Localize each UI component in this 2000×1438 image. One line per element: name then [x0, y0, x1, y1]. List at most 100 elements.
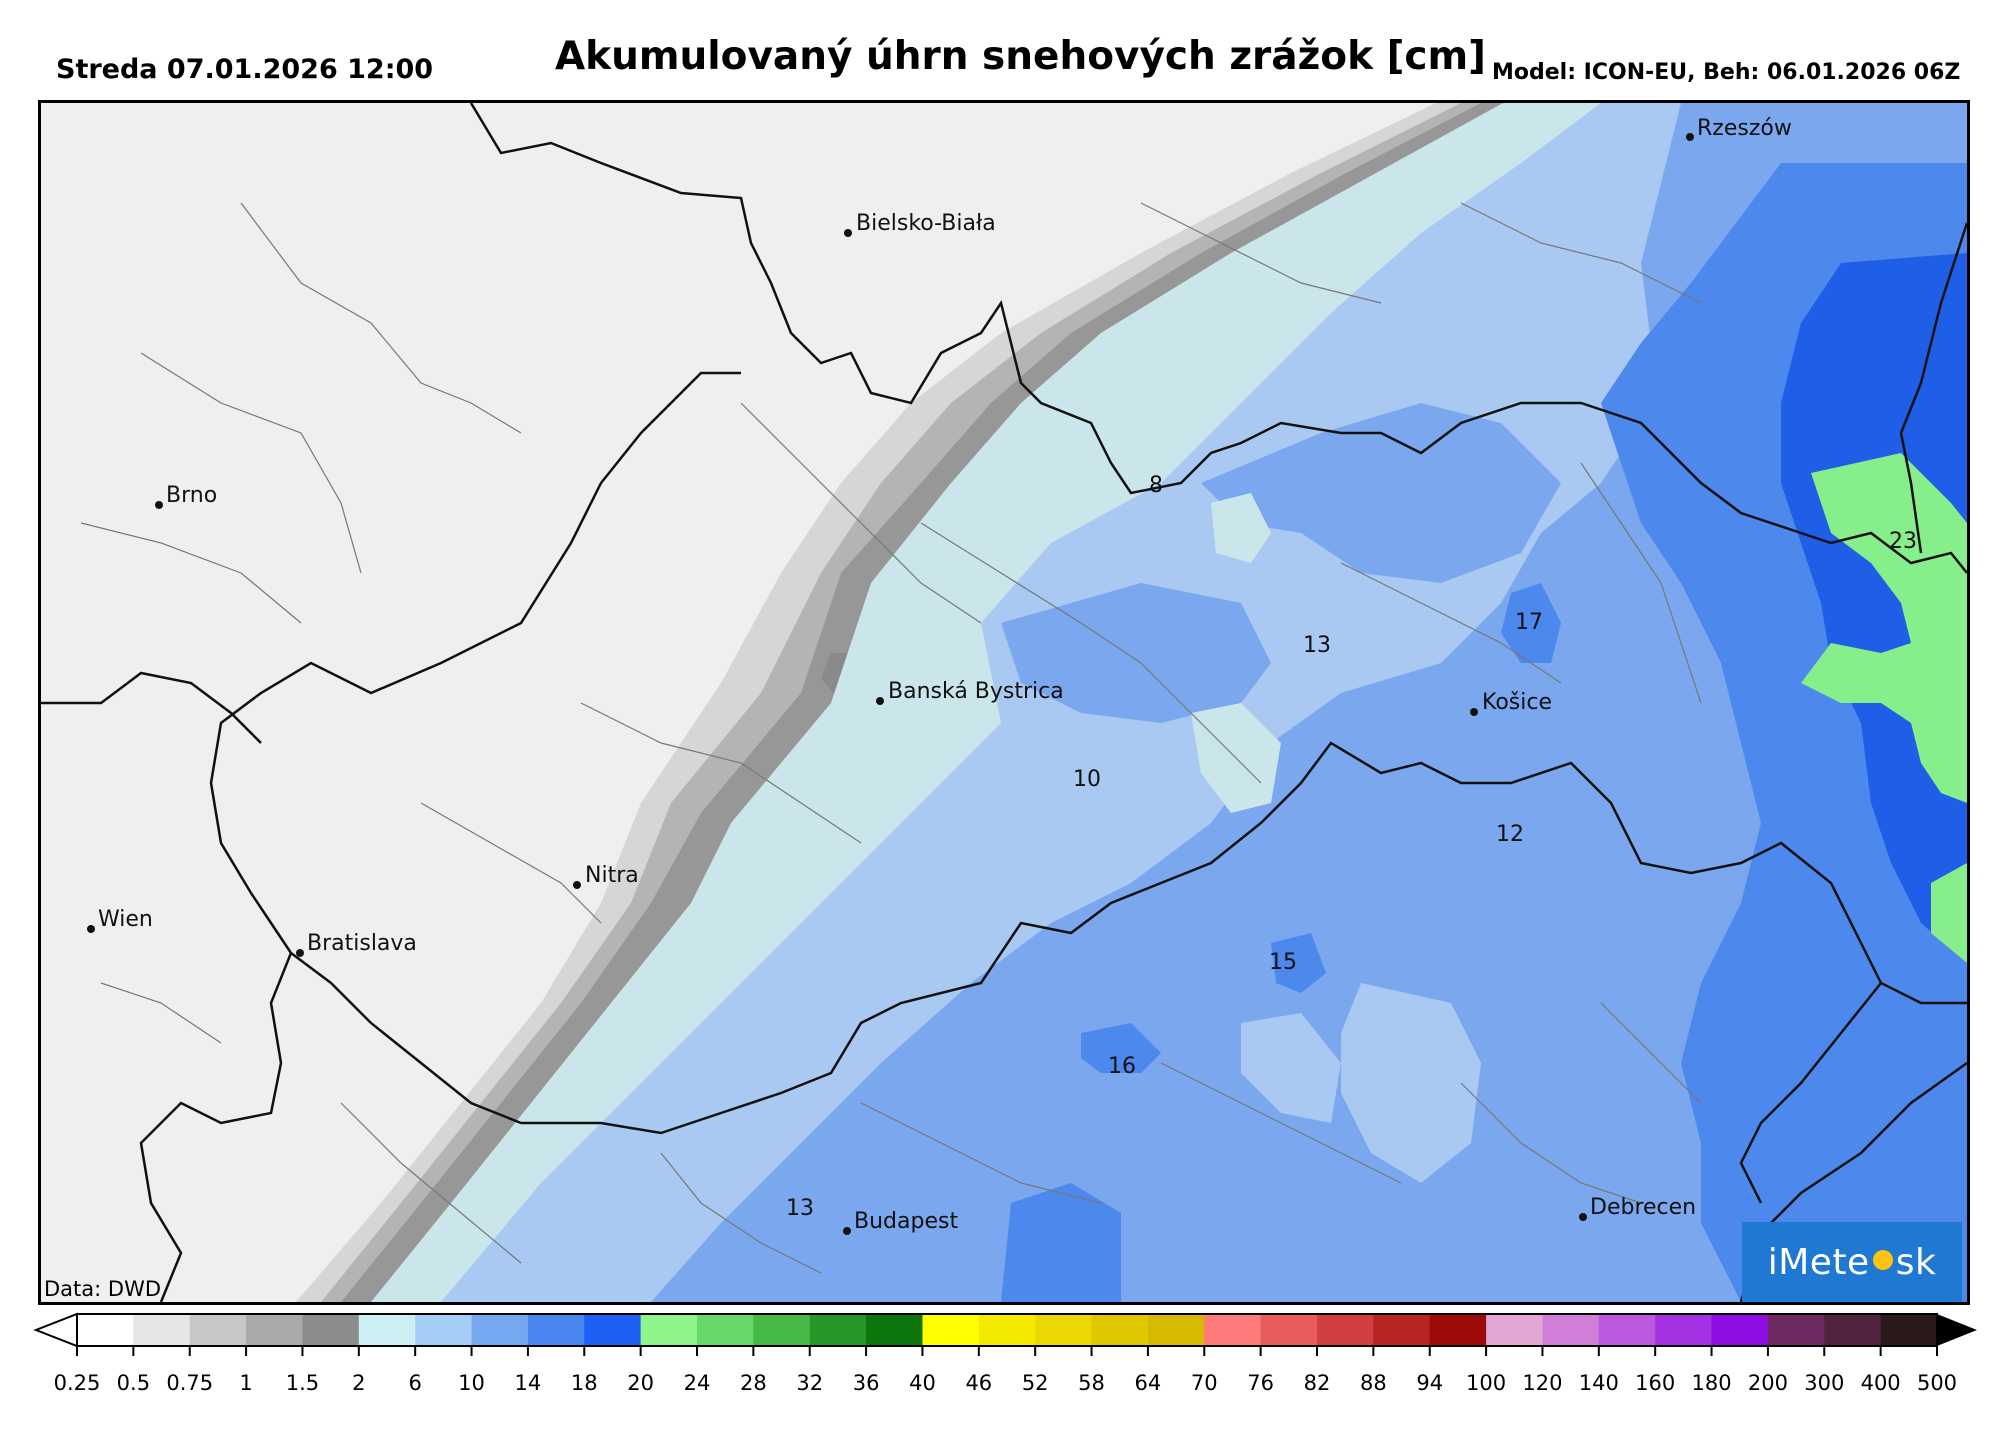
city-wien[interactable]: Wien	[87, 907, 153, 933]
colorbar-frame	[76, 1313, 1938, 1347]
value-label: 12	[1496, 822, 1524, 847]
city-label-debrecen: Debrecen	[1590, 1195, 1696, 1220]
data-source-label: Data: DWD	[44, 1277, 161, 1301]
value-label: 15	[1269, 950, 1297, 975]
colorbar-tick-label: 32	[796, 1371, 823, 1395]
colorbar-segment	[133, 1314, 191, 1346]
snow-band-14-south	[1271, 933, 1326, 993]
city-label-brno: Brno	[166, 483, 217, 508]
border-ua	[1899, 222, 1967, 554]
city-label-budapest: Budapest	[854, 1209, 958, 1234]
colorbar-segment	[527, 1314, 585, 1346]
colorbar-tick-label: 2	[352, 1371, 365, 1395]
colorbar-tick-label: 400	[1861, 1371, 1901, 1395]
snow-map[interactable]: Rzeszów Bielsko-Biała Brno Banská Bystri…	[38, 100, 1970, 1305]
colorbar-tick-label: 20	[627, 1371, 654, 1395]
colorbar-segment	[640, 1314, 698, 1346]
colorbar-tick-label: 46	[965, 1371, 992, 1395]
colorbar-segment	[1091, 1314, 1149, 1346]
colorbar-segment	[302, 1314, 360, 1346]
snow-light-patch-1	[1341, 983, 1481, 1183]
colorbar-segment	[1711, 1314, 1769, 1346]
colorbar-segment	[584, 1314, 642, 1346]
colorbar-segment	[1035, 1314, 1093, 1346]
colorbar-tick-label: 88	[1360, 1371, 1387, 1395]
city-label-rzeszow: Rzeszów	[1697, 116, 1792, 141]
city-nitra[interactable]: Nitra	[573, 863, 639, 889]
border-at-cz	[41, 671, 262, 744]
logo-text-right: sk	[1895, 1241, 1937, 1283]
colorbar-segment	[1147, 1314, 1205, 1346]
border-sk-hu	[290, 741, 1967, 1135]
colorbar-tick-label: 40	[909, 1371, 936, 1395]
border-at-hu	[139, 952, 293, 1302]
city-debrecen[interactable]: Debrecen	[1579, 1195, 1696, 1221]
colorbar-segment	[471, 1314, 529, 1346]
city-bielsko-biala[interactable]: Bielsko-Biała	[844, 211, 996, 237]
colorbar-tick-label: 64	[1135, 1371, 1162, 1395]
colorbar-tick-label: 14	[515, 1371, 542, 1395]
colorbar-segment	[1767, 1314, 1825, 1346]
colorbar-tick-label: 82	[1304, 1371, 1331, 1395]
colorbar-segment	[1317, 1314, 1374, 1346]
colorbar-tick-label: 24	[684, 1371, 711, 1395]
border-hu-ua	[1739, 982, 1882, 1204]
snow-band-20-south	[1931, 863, 1967, 963]
colorbar-tick-label: 500	[1917, 1371, 1957, 1395]
colorbar-segment	[1429, 1314, 1487, 1346]
city-label-wien: Wien	[98, 907, 153, 932]
colorbar-segment	[77, 1314, 134, 1346]
colorbar-tick-label: 52	[1022, 1371, 1049, 1395]
border-pl-cz-sk	[469, 103, 1967, 574]
colorbar-tick-label: 70	[1191, 1371, 1218, 1395]
colorbar-tick-label: 76	[1247, 1371, 1274, 1395]
value-label: 10	[1073, 767, 1101, 792]
colorbar-segment	[246, 1314, 303, 1346]
colorbar-tick-label: 36	[853, 1371, 880, 1395]
colorbar-segment	[922, 1314, 980, 1346]
colorbar-segment	[1542, 1314, 1600, 1346]
city-budapest[interactable]: Budapest	[843, 1209, 958, 1235]
value-label: 13	[786, 1196, 814, 1221]
city-brno[interactable]: Brno	[155, 483, 217, 509]
colorbar-tick-label: 160	[1635, 1371, 1675, 1395]
city-banska-bystrica[interactable]: Banská Bystrica	[876, 679, 1064, 705]
colorbar-segment	[1824, 1314, 1882, 1346]
regional-borders	[80, 202, 1702, 1274]
sun-icon	[1872, 1250, 1893, 1270]
city-rzeszow[interactable]: Rzeszów	[1686, 116, 1792, 141]
colorbar-tick-label: 28	[740, 1371, 767, 1395]
colorbar-segment	[189, 1314, 247, 1346]
colorbar-tick-label: 10	[458, 1371, 485, 1395]
colorbar-tick-label: 0.5	[117, 1371, 150, 1395]
snow-band-14-16	[1081, 1023, 1161, 1073]
colorbar-segment	[1880, 1314, 1938, 1346]
value-label: 13	[1303, 633, 1331, 658]
colorbar-tick-label: 18	[571, 1371, 598, 1395]
colorbar-over-arrow	[1937, 1314, 1977, 1346]
city-label-bielsko-biala: Bielsko-Biała	[856, 211, 996, 236]
map-title: Akumulovaný úhrn snehových zrážok [cm]	[555, 34, 1487, 79]
city-kosice[interactable]: Košice	[1470, 690, 1552, 716]
snow-band-10-north	[1201, 403, 1561, 583]
value-label: 23	[1889, 529, 1917, 554]
colorbar-segment	[1204, 1314, 1262, 1346]
colorbar-tick-label: 100	[1466, 1371, 1506, 1395]
colorbar-tick-label: 0.75	[166, 1371, 213, 1395]
border-cz-sk	[209, 371, 741, 954]
logo-text-left: iMete	[1767, 1241, 1870, 1283]
colorbar-segment	[1260, 1314, 1318, 1346]
colorbar-tick-label: 58	[1078, 1371, 1105, 1395]
colorbar-tick-label: 1	[239, 1371, 252, 1395]
imeteo-logo[interactable]: iMete sk	[1742, 1222, 1962, 1302]
snow-band-10-west	[1001, 583, 1271, 723]
colorbar-tick-label: 300	[1804, 1371, 1844, 1395]
colorbar-tick-label: 94	[1416, 1371, 1443, 1395]
snow-band-10	[651, 103, 1967, 1302]
city-bratislava[interactable]: Bratislava	[296, 931, 417, 957]
city-label-bratislava: Bratislava	[307, 931, 417, 956]
colorbar: 0.25 0.5 0.75 1 1.5 2 6 10 14 18 20 24 28 32 36 40 46 52 5…	[33, 1312, 1977, 1395]
city-label-kosice: Košice	[1482, 690, 1552, 715]
colorbar-segment	[415, 1314, 473, 1346]
colorbar-tick-label: 140	[1579, 1371, 1619, 1395]
